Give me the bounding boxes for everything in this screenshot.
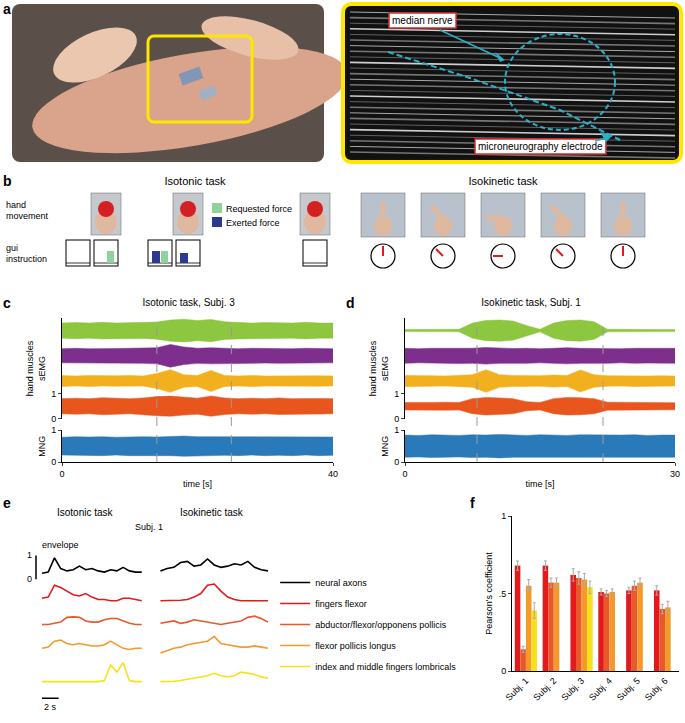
svg-text:hand: hand xyxy=(6,200,26,210)
svg-text:Subj. 1: Subj. 1 xyxy=(135,522,163,532)
svg-text:hand musclessEMG: hand musclessEMG xyxy=(368,340,390,396)
svg-text:a: a xyxy=(3,1,11,17)
svg-text:Subj. 3: Subj. 3 xyxy=(559,676,586,703)
svg-text:Isotonic task, Subj. 3: Isotonic task, Subj. 3 xyxy=(143,297,236,308)
svg-text:Isokinetic task: Isokinetic task xyxy=(468,175,538,187)
svg-text:Isotonic task: Isotonic task xyxy=(57,507,114,518)
svg-text:c: c xyxy=(3,295,11,311)
svg-text:Subj. 1: Subj. 1 xyxy=(504,676,531,703)
svg-text:f: f xyxy=(470,495,475,511)
svg-text:fingers flexor: fingers flexor xyxy=(315,599,367,609)
svg-text:0: 0 xyxy=(51,457,56,467)
svg-text:gui: gui xyxy=(6,243,18,253)
svg-text:abductor/flexor/opponens polli: abductor/flexor/opponens pollicis xyxy=(315,620,447,630)
svg-text:movement: movement xyxy=(6,211,49,221)
svg-text:MNG: MNG xyxy=(380,436,390,457)
svg-text:hand musclessEMG: hand musclessEMG xyxy=(25,340,47,396)
svg-text:.5: .5 xyxy=(499,589,507,599)
svg-text:Isotonic task: Isotonic task xyxy=(164,175,226,187)
svg-text:1: 1 xyxy=(51,389,56,399)
svg-text:2 s: 2 s xyxy=(44,702,57,712)
svg-text:time [s]: time [s] xyxy=(525,479,554,489)
svg-text:Exerted force: Exerted force xyxy=(226,218,280,228)
svg-text:MNG: MNG xyxy=(37,436,47,457)
svg-text:0: 0 xyxy=(402,469,407,479)
svg-text:time [s]: time [s] xyxy=(183,479,212,489)
svg-text:30: 30 xyxy=(670,469,680,479)
svg-text:0: 0 xyxy=(394,414,399,424)
svg-text:0: 0 xyxy=(501,666,506,676)
svg-text:index and middle fingers lombr: index and middle fingers lombricals xyxy=(315,662,456,672)
svg-text:Subj. 4: Subj. 4 xyxy=(587,676,614,703)
svg-text:microneurography electrode: microneurography electrode xyxy=(478,141,603,152)
svg-text:0: 0 xyxy=(394,457,399,467)
svg-text:envelope: envelope xyxy=(42,540,79,550)
svg-text:Requested force: Requested force xyxy=(226,204,292,214)
svg-text:e: e xyxy=(3,495,11,511)
svg-text:neural axons: neural axons xyxy=(315,578,367,588)
svg-text:Subj. 6: Subj. 6 xyxy=(643,676,670,703)
svg-text:flexor pollicis longus: flexor pollicis longus xyxy=(315,641,396,651)
svg-text:1: 1 xyxy=(51,425,56,435)
svg-text:40: 40 xyxy=(328,469,338,479)
svg-text:1: 1 xyxy=(501,511,506,521)
svg-text:1: 1 xyxy=(27,550,32,560)
svg-text:Isokinetic task: Isokinetic task xyxy=(180,507,244,518)
svg-text:Isokinetic task, Subj. 1: Isokinetic task, Subj. 1 xyxy=(481,297,581,308)
svg-text:median nerve: median nerve xyxy=(392,15,453,26)
svg-text:1: 1 xyxy=(394,425,399,435)
svg-text:Pearson's coefficient: Pearson's coefficient xyxy=(484,552,494,635)
svg-text:instruction: instruction xyxy=(6,254,47,264)
svg-text:0: 0 xyxy=(27,574,32,584)
svg-text:0: 0 xyxy=(59,469,64,479)
svg-text:0: 0 xyxy=(51,414,56,424)
svg-text:1: 1 xyxy=(394,389,399,399)
svg-text:Subj. 2: Subj. 2 xyxy=(531,676,558,703)
svg-text:b: b xyxy=(3,173,12,189)
svg-text:Subj. 5: Subj. 5 xyxy=(615,676,642,703)
svg-text:d: d xyxy=(346,295,355,311)
